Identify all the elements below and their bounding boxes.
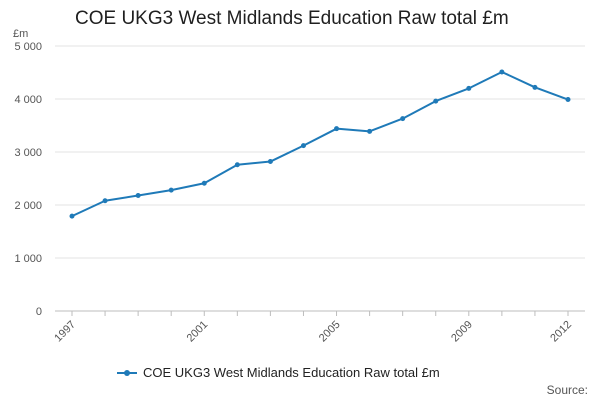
y-axis: £m 0 1 000 2 000 3 000 4 000 5 000	[13, 28, 42, 318]
gridlines	[55, 45, 585, 312]
data-point	[367, 128, 373, 134]
data-point	[201, 180, 207, 186]
x-tick-label: 2005	[317, 319, 343, 345]
y-tick-label: 4 000	[14, 94, 42, 106]
y-tick-label: 1 000	[14, 253, 42, 265]
y-tick-label: 2 000	[14, 200, 42, 212]
y-tick-label: 5 000	[14, 41, 42, 53]
data-point	[168, 187, 174, 193]
data-point	[466, 85, 472, 91]
data-point	[234, 162, 240, 168]
y-unit-label: £m	[13, 28, 28, 40]
legend-line-icon	[117, 368, 137, 378]
legend: COE UKG3 West Midlands Education Raw tot…	[117, 365, 440, 380]
x-tick-label: 2012	[548, 319, 574, 345]
y-tick-label: 0	[36, 306, 42, 318]
data-point	[334, 126, 340, 132]
line-chart: £m 0 1 000 2 000 3 000 4 000 5 000 1997 2001 200…	[13, 28, 585, 344]
chart-title: COE UKG3 West Midlands Education Raw tot…	[75, 8, 509, 29]
x-tick-label: 1997	[52, 319, 78, 345]
data-point	[69, 213, 75, 219]
data-point	[300, 143, 306, 149]
data-point	[433, 98, 439, 104]
data-point	[400, 116, 406, 122]
series-line	[71, 70, 569, 218]
series-layer	[69, 69, 571, 219]
source-label: Source:	[546, 383, 588, 397]
data-point	[532, 84, 538, 90]
x-tick-label: 2009	[449, 319, 475, 345]
data-point	[565, 97, 571, 103]
data-point	[499, 69, 505, 75]
x-tick-label: 2001	[185, 319, 211, 345]
y-tick-label: 3 000	[14, 147, 42, 159]
data-point	[135, 192, 141, 198]
legend-label: COE UKG3 West Midlands Education Raw tot…	[143, 365, 440, 380]
data-point	[267, 159, 273, 165]
data-point	[102, 198, 108, 204]
x-axis: 1997 2001 2005 2009 2012	[52, 311, 574, 344]
